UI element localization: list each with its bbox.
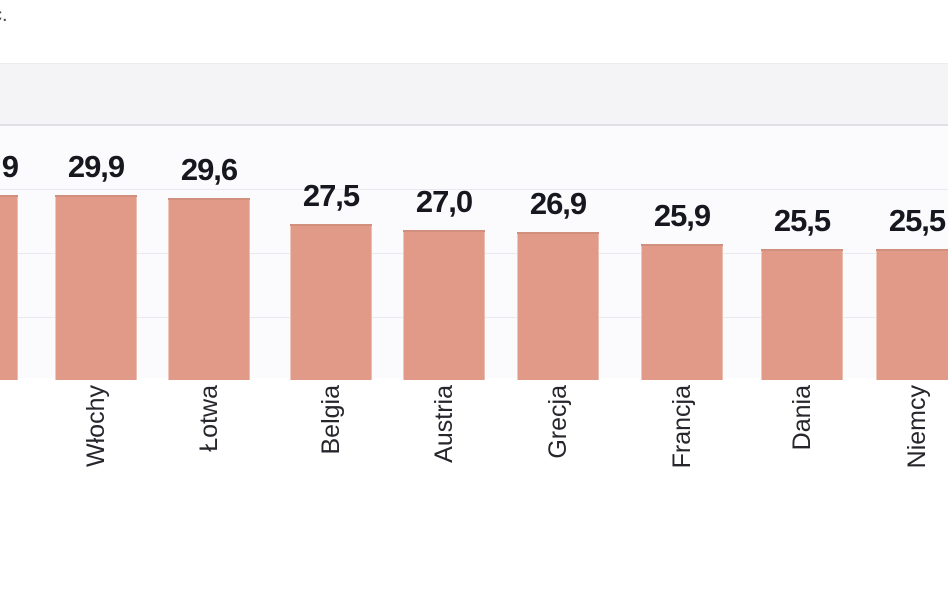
bar-value-label: 9 — [1, 149, 19, 184]
bar-value-label: 27,0 — [415, 184, 473, 219]
x-axis-label: Grecja — [544, 385, 572, 459]
bar-value-label: 29,9 — [67, 149, 125, 184]
x-axis-label: Dania — [788, 385, 816, 451]
bar — [290, 224, 372, 380]
bar — [517, 232, 599, 380]
x-axis-label: Łotwa — [195, 385, 223, 452]
bar — [761, 249, 843, 380]
x-axis-label: Belgia — [317, 385, 345, 455]
x-axis-label: Austria — [430, 385, 458, 463]
bar — [0, 195, 18, 380]
gridline — [0, 189, 948, 190]
x-axis-label: Włochy — [82, 385, 110, 467]
bar — [403, 230, 485, 380]
bar-value-label: 27,5 — [302, 178, 360, 213]
bar-value-label: 25,9 — [653, 198, 711, 233]
clipped-title-text: c. — [0, 4, 8, 26]
bar-value-label: 25,5 — [773, 203, 831, 238]
panel-header-band — [0, 63, 948, 126]
bar — [168, 198, 250, 380]
x-axis-label: Francja — [668, 385, 696, 469]
bar — [55, 195, 137, 380]
bar — [876, 249, 948, 380]
x-axis-label: Niemcy — [903, 385, 931, 469]
bar-value-label: 25,5 — [888, 203, 946, 238]
bar — [641, 244, 723, 380]
bar-value-label: 29,6 — [180, 152, 238, 187]
bar-value-label: 26,9 — [529, 186, 587, 221]
